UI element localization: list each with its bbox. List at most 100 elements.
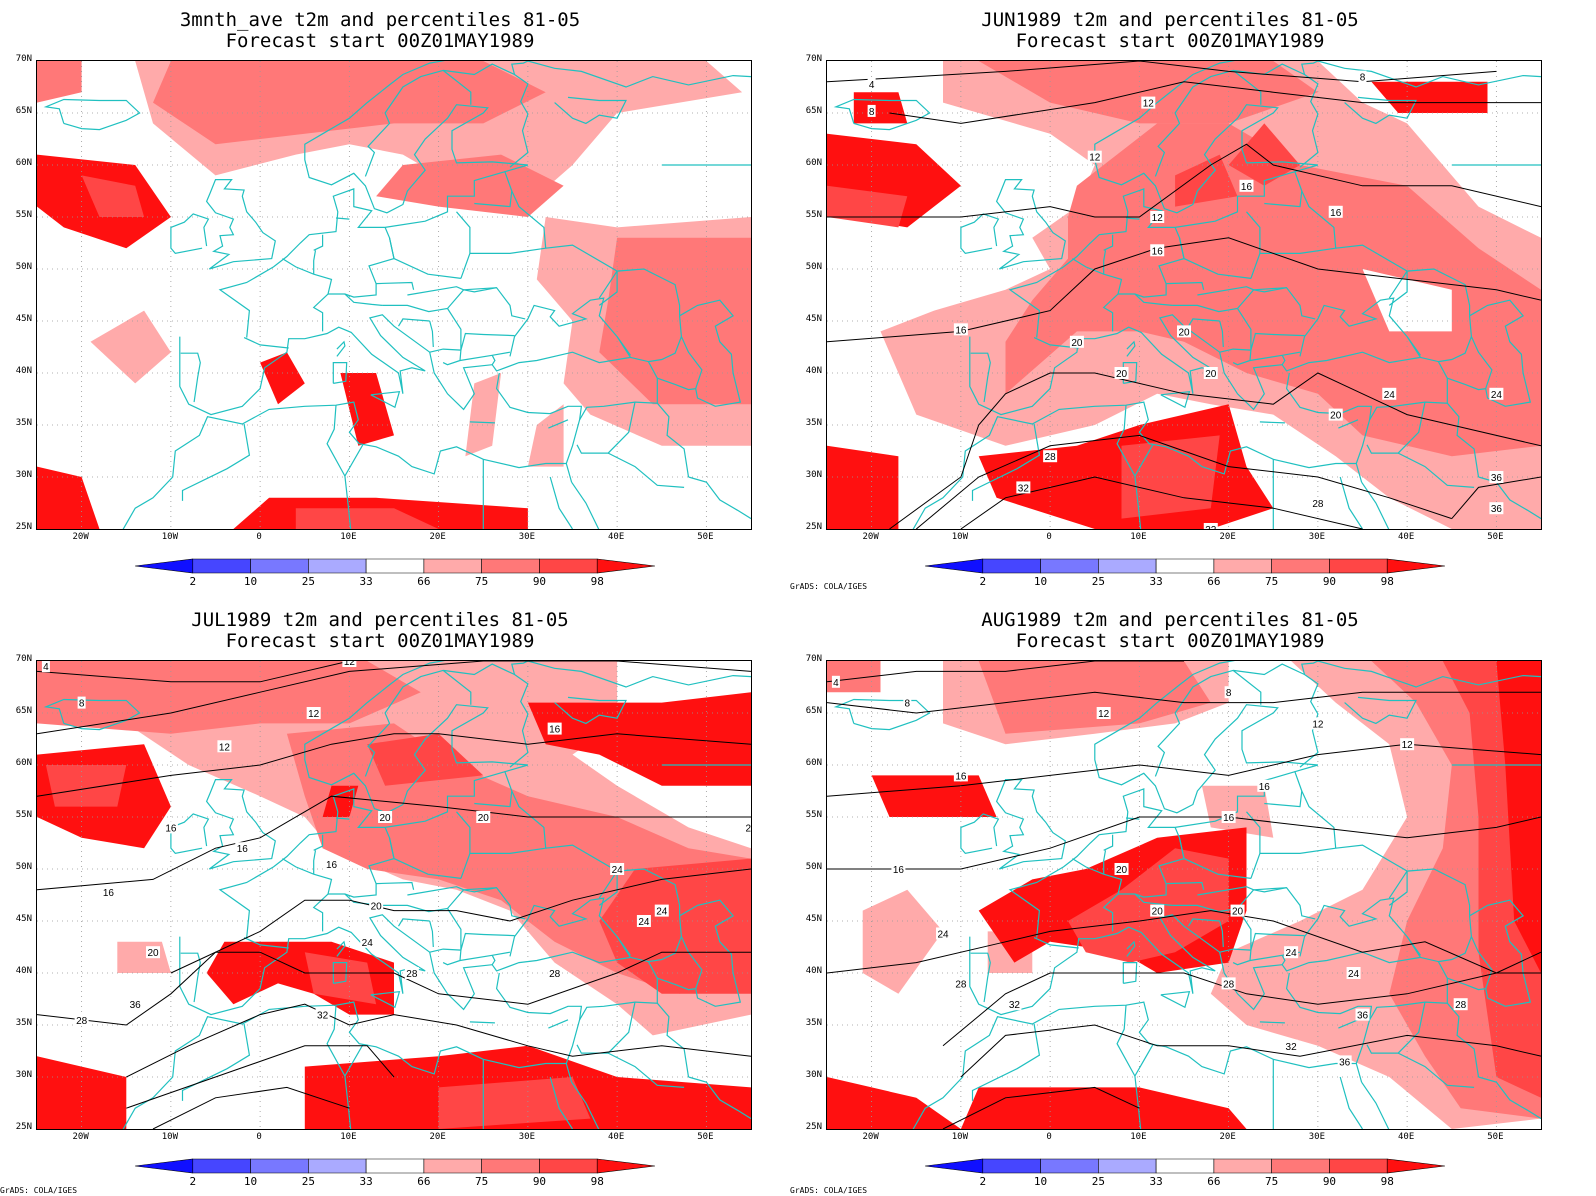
colorbar-label: 25	[301, 575, 315, 588]
contour-label: 28	[1312, 499, 1324, 510]
colorbar-label: 66	[1207, 575, 1221, 588]
anomaly-area	[599, 237, 751, 405]
longitude-label: 30E	[518, 532, 535, 542]
contour-label: 28	[955, 979, 967, 990]
colorbar-segment	[1040, 558, 1099, 574]
temperature-contour	[827, 691, 1541, 714]
anomaly-area	[978, 61, 1318, 124]
contour-label-bg	[101, 885, 116, 898]
contour-label: 32	[1205, 525, 1217, 529]
map-panel-2: JUN1989 t2m and percentiles 81-05 Forecas…	[790, 0, 1580, 596]
anomaly-area	[1371, 81, 1488, 113]
contour-label-bg	[476, 811, 491, 823]
anomaly-area	[322, 785, 359, 817]
colorbar-segment	[982, 558, 1041, 574]
map-area	[36, 60, 752, 530]
colorbar-segment	[924, 1158, 984, 1174]
temperature-contour	[827, 910, 1541, 974]
contour-label: 12	[219, 742, 231, 753]
contour-label: 16	[237, 844, 249, 855]
colorbar-segment	[423, 558, 482, 574]
contour-label-bg	[146, 946, 161, 959]
contour-label: 28	[1455, 1000, 1467, 1011]
colorbar-segment	[192, 1158, 251, 1174]
longitude-label: 0	[256, 1132, 262, 1142]
temperature-contour	[915, 434, 1452, 529]
latitude-label: 55N	[805, 210, 822, 220]
colorbar-segment	[308, 1158, 367, 1174]
colorbar-segment	[1155, 1158, 1215, 1174]
longitude-label: 10E	[340, 1132, 357, 1142]
temperature-contour	[827, 237, 1541, 343]
colorbar	[134, 558, 656, 578]
contour-label-bg	[1346, 967, 1361, 979]
colorbar	[134, 1158, 656, 1178]
contour-label-bg	[1400, 738, 1415, 751]
latitude-label: 65N	[805, 706, 822, 716]
contour-label: 16	[326, 860, 338, 871]
latitude-label: 40N	[805, 366, 822, 376]
contour-label: 28	[76, 1016, 88, 1027]
anomaly-area	[295, 508, 439, 529]
latitude-label: 60N	[15, 158, 32, 168]
anomaly-area	[340, 373, 394, 446]
contour-label: 20	[1232, 907, 1244, 918]
contour-label-bg	[1141, 96, 1156, 109]
anomaly-area	[862, 889, 943, 994]
contour-label: 20	[1116, 369, 1128, 380]
anomaly-area	[527, 692, 751, 786]
contour-label-bg	[1284, 1039, 1299, 1052]
latitude-label: 70N	[15, 54, 32, 64]
contour-label-bg	[1150, 904, 1165, 917]
colorbar-segment	[1329, 1158, 1388, 1174]
colorbar-segment	[134, 1158, 194, 1174]
longitude-label: 20W	[72, 1132, 89, 1142]
colorbar-segment	[134, 558, 194, 574]
longitude-label: 10W	[951, 1132, 968, 1142]
contour-label-bg	[953, 977, 968, 990]
contour-label-bg	[1114, 863, 1129, 875]
contour-label: 12	[1402, 740, 1414, 751]
temperature-contour	[37, 733, 751, 797]
contour-label-bg	[1328, 408, 1343, 421]
colorbar-label: 25	[301, 1175, 315, 1188]
colorbar-label: 98	[590, 575, 604, 588]
temperature-contour	[152, 1086, 350, 1129]
contour-label-bg	[1489, 387, 1504, 400]
contour-label-bg	[1382, 387, 1397, 400]
latitude-label: 45N	[805, 314, 822, 324]
contour-label: 24	[638, 917, 650, 928]
colorbar-segment	[1329, 558, 1388, 574]
contour-label-bg	[654, 904, 669, 917]
temperature-contour	[1451, 476, 1541, 519]
latitude-label: 55N	[15, 210, 32, 220]
contour-label: 16	[549, 725, 561, 736]
colorbar-label: 66	[417, 575, 431, 588]
anomaly-area	[45, 765, 127, 807]
latitude-label: 45N	[15, 914, 32, 924]
colorbar-label: 2	[189, 575, 197, 588]
contour-label-bg	[1150, 211, 1165, 223]
anomaly-area	[827, 661, 881, 693]
longitude-label: 20E	[429, 532, 446, 542]
longitude-label: 20W	[862, 1132, 879, 1142]
colorbar-segment	[539, 558, 598, 574]
temperature-contour	[37, 951, 751, 1026]
contour-label-bg	[1069, 335, 1084, 348]
contour-label-bg	[1203, 523, 1218, 529]
contour-label: 36	[130, 1000, 142, 1011]
colorbar-segment	[924, 558, 984, 574]
contour-label: 12	[308, 709, 320, 720]
contour-label-bg	[610, 863, 625, 875]
contour-label-bg	[404, 967, 419, 979]
anomaly-area	[827, 445, 899, 529]
latitude-label: 60N	[805, 758, 822, 768]
contour-label: 16	[893, 865, 905, 876]
contour-label: 32	[1286, 1042, 1298, 1053]
longitude-label: 0	[256, 532, 262, 542]
colorbar-label: 10	[1033, 1175, 1048, 1188]
temperature-contour	[827, 743, 1541, 797]
contour-label: 24	[656, 907, 668, 918]
contour-label: 16	[1330, 208, 1342, 219]
contour-label-bg	[235, 842, 250, 855]
